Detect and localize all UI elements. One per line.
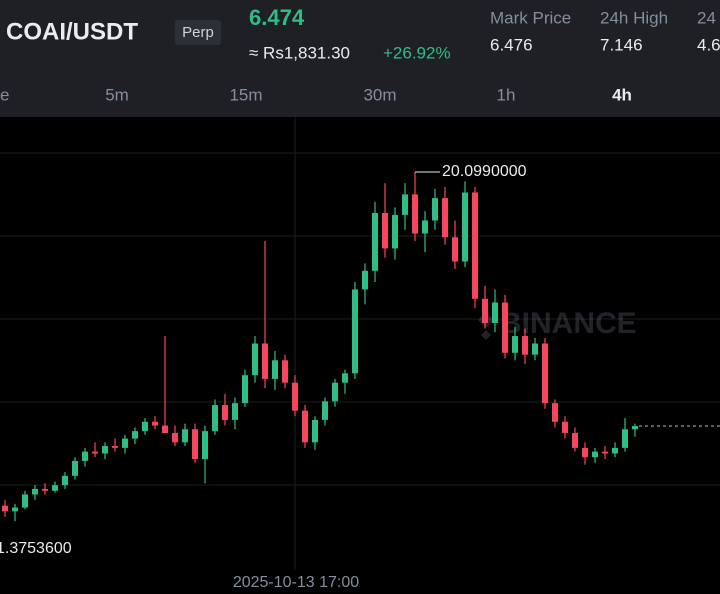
plot: 20.0990000 1.3753600 2025-10-13 17:00 (0, 163, 720, 591)
candle-body (252, 343, 258, 376)
candle-body (202, 431, 208, 460)
candle-body (262, 343, 268, 379)
candle-body (132, 431, 138, 439)
candle-body (432, 198, 438, 221)
candle-body (232, 403, 238, 420)
header-bg (0, 0, 720, 117)
candle-body (452, 237, 458, 262)
stat-label: 24h High (600, 8, 668, 27)
stat-label: 24 (697, 8, 716, 27)
candle-body (512, 336, 518, 353)
badge: Perp (182, 24, 214, 41)
candle-body (2, 505, 8, 512)
candle-body (542, 343, 548, 404)
candle-body (582, 447, 588, 458)
pair[interactable]: COAI/USDT (6, 18, 138, 45)
x-axis-label: 2025-10-13 17:00 (233, 574, 359, 591)
candle-body (502, 302, 508, 353)
candle-body (112, 446, 118, 448)
candle-body (302, 410, 308, 443)
candle-body (352, 289, 358, 374)
timeframe-tab[interactable]: e (0, 85, 9, 104)
candle-body (412, 194, 418, 234)
candle-body (372, 213, 378, 271)
timeframe-tab[interactable]: 15m (229, 85, 262, 104)
fiat-price: ≈ Rs1,831.30 (249, 43, 350, 62)
candle-body (592, 451, 598, 458)
candle-body (212, 405, 218, 432)
candle-body (442, 198, 448, 238)
candle-body (462, 192, 468, 262)
candle-body (562, 421, 568, 433)
timeframe-tab[interactable]: 4h (612, 85, 632, 104)
candle-body (612, 447, 618, 454)
candle-body (472, 192, 478, 299)
timeframe-tab[interactable]: 1h (497, 85, 516, 104)
timeframe-tab[interactable]: 30m (363, 85, 396, 104)
candle-body (332, 382, 338, 402)
candle-body (122, 438, 128, 448)
candle-body (362, 270, 368, 290)
candle-body (22, 494, 28, 508)
watermark-text: BINANCE (500, 307, 637, 340)
price-change: +26.92% (383, 43, 451, 62)
watermark: BINANCE (478, 307, 637, 340)
badge-bg (175, 20, 221, 45)
timeframe-tabs: e 5m 15m 30m 1h 4h (0, 85, 632, 104)
candle-body (152, 421, 158, 426)
candle-body (32, 488, 38, 495)
stat-value: 7.146 (600, 35, 643, 54)
min-label: 1.3753600 (0, 540, 72, 557)
candle-body (482, 298, 488, 323)
candle-body (62, 475, 68, 486)
candle-body (42, 488, 48, 491)
candle-body (272, 360, 278, 379)
last-price: 6.474 (249, 5, 305, 30)
candle-body (292, 382, 298, 411)
stat-label: Mark Price (490, 8, 571, 27)
candle-body (552, 403, 558, 422)
candle-body (422, 220, 428, 234)
stat-value: 4.6 (697, 35, 720, 54)
candle-body (12, 507, 18, 512)
stat-value: 6.476 (490, 35, 533, 54)
candle-body (392, 214, 398, 249)
candle-body (312, 419, 318, 443)
candle-body (532, 343, 538, 355)
candle-body (322, 401, 328, 420)
candle-body (522, 336, 528, 355)
candle-body (282, 360, 288, 383)
candle-body (72, 460, 78, 476)
candle-body (402, 194, 408, 215)
candle-body (192, 429, 198, 460)
timeframe-tab[interactable]: 5m (105, 85, 129, 104)
candle-body (602, 451, 608, 454)
candle-body (142, 421, 148, 432)
candle-body (92, 451, 98, 454)
candle-body (102, 446, 108, 454)
max-label: 20.0990000 (442, 163, 527, 180)
candle-body (82, 451, 88, 461)
stats: Mark Price 6.476 24h High 7.146 24 4.6 (490, 8, 720, 54)
candle-body (222, 405, 228, 420)
candle-body (172, 432, 178, 443)
candle-body (182, 429, 188, 443)
candle-body (342, 373, 348, 383)
candle-body (622, 429, 628, 448)
candle-body (492, 302, 498, 323)
candle-body (632, 426, 638, 430)
candle-body (382, 213, 388, 249)
grid (0, 117, 720, 570)
candle-body (572, 432, 578, 448)
candle-body (162, 425, 168, 433)
candle-body (52, 485, 58, 491)
candle-body (242, 375, 248, 404)
